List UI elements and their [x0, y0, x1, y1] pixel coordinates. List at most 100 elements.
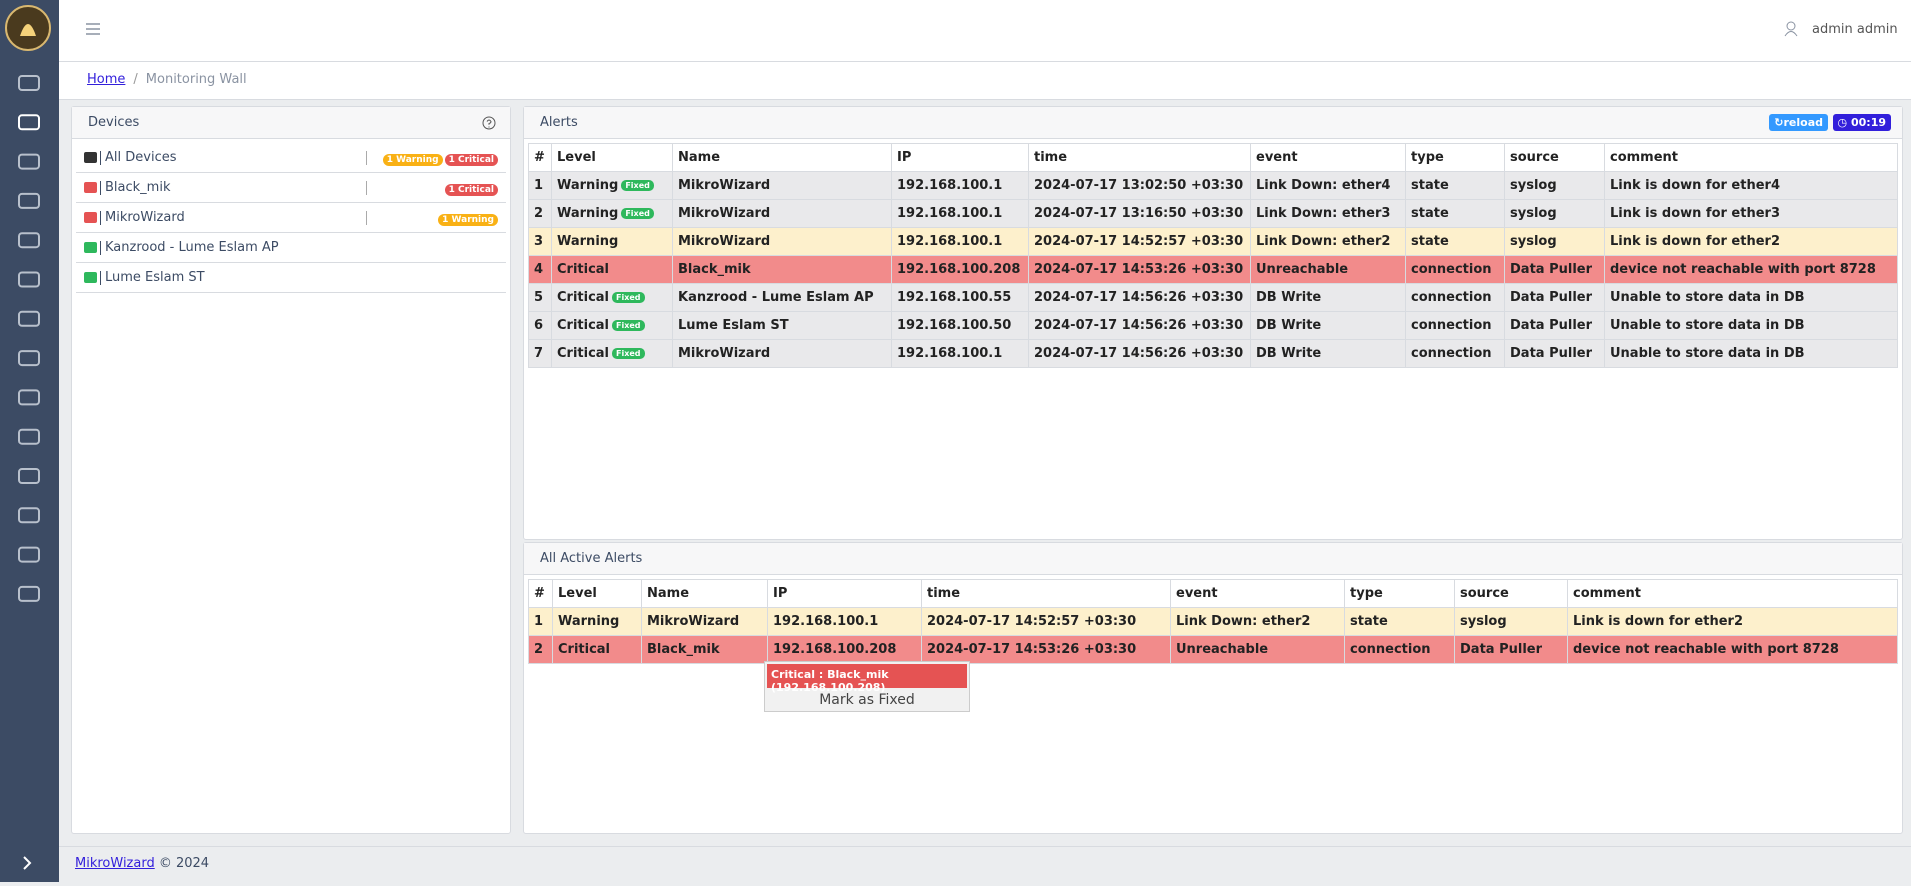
alert-cell: 192.168.100.1: [891, 171, 1029, 200]
cell-text: Unreachable: [1176, 642, 1269, 657]
cell-text: syslog: [1510, 206, 1557, 221]
help-icon[interactable]: [482, 116, 496, 130]
device-row[interactable]: Lume Eslam ST: [76, 263, 506, 293]
cell-text: Black_mik: [647, 642, 720, 657]
nav-icon[interactable]: [18, 192, 40, 209]
device-icon: [84, 242, 97, 253]
cell-text: Warning: [557, 234, 619, 249]
nav-icon[interactable]: [18, 428, 40, 445]
separator: [366, 211, 367, 225]
cell-text: 192.168.100.1: [897, 234, 1003, 249]
cell-text: connection: [1411, 318, 1492, 333]
alert-cell: Critical Fixed: [551, 339, 673, 368]
column-header: Level: [551, 143, 673, 172]
alert-cell: syslog: [1504, 199, 1605, 228]
cell-text: MikroWizard: [647, 614, 740, 629]
cell-text: 1: [534, 614, 544, 629]
cell-text: 2024-07-17 14:56:26 +03:30: [1034, 318, 1244, 333]
column-header: source: [1504, 143, 1605, 172]
cell-text: state: [1411, 178, 1449, 193]
menu-toggle[interactable]: [85, 22, 101, 36]
alert-cell: 2: [528, 635, 553, 664]
device-row[interactable]: MikroWizard 1 Warning: [76, 203, 506, 233]
column-header: source: [1454, 579, 1568, 608]
nav-icon[interactable]: [18, 75, 40, 91]
breadcrumb-home[interactable]: Home: [87, 72, 126, 87]
column-header: IP: [891, 143, 1029, 172]
cell-text: syslog: [1510, 178, 1557, 193]
alert-row[interactable]: 3 Warning MikroWizard 192.168.100.1 2024-07-…: [528, 227, 1898, 256]
cell-text: 2024-07-17 14:53:26 +03:30: [1034, 262, 1244, 277]
alert-cell: 192.168.100.208: [891, 255, 1029, 284]
cell-text: Critical: [558, 642, 611, 657]
alert-cell: Link Down: ether3: [1250, 199, 1406, 228]
top-bar: admin admin: [59, 0, 1911, 62]
alert-cell: Unable to store data in DB: [1604, 311, 1898, 340]
nav-icon[interactable]: [18, 585, 40, 602]
device-icon: [84, 182, 97, 193]
nav-icon[interactable]: [18, 310, 40, 327]
device-row[interactable]: All Devices 1 Warning 1 Critical: [76, 143, 506, 173]
alert-row[interactable]: 1 Warning MikroWizard 192.168.100.1 2024-07-…: [528, 607, 1898, 636]
timer-button[interactable]: ◷ 00:19: [1832, 114, 1891, 131]
nav-icon[interactable]: [18, 350, 40, 367]
cell-text: Unable to store data in DB: [1610, 346, 1805, 361]
alert-cell: syslog: [1504, 227, 1605, 256]
nav-icon[interactable]: [18, 389, 40, 406]
user-name[interactable]: admin admin: [1812, 22, 1898, 37]
sidebar-icons: [5, 5, 51, 870]
nav-icon[interactable]: [18, 114, 40, 131]
column-header: Level: [552, 579, 642, 608]
alert-cell: DB Write: [1250, 339, 1406, 368]
cell-text: state: [1411, 206, 1449, 221]
cell-text: 2024-07-17 13:02:50 +03:30: [1034, 178, 1244, 193]
alert-cell: Black_mik: [641, 635, 768, 664]
cell-text: 192.168.100.50: [897, 318, 1012, 333]
device-name: Kanzrood - Lume Eslam AP: [100, 240, 279, 255]
alerts-card: Alerts ↻reload ◷ 00:19 # Level Name IP time e…: [523, 106, 1903, 540]
header-row: # Level Name IP time event type source comment: [528, 143, 1898, 172]
cell-text: Link Down: ether4: [1256, 178, 1391, 193]
nav-icon[interactable]: [18, 546, 40, 563]
cell-text: DB Write: [1256, 290, 1322, 305]
cell-text: 192.168.100.208: [897, 262, 1021, 277]
cell-text: Data Puller: [1510, 290, 1592, 305]
device-row[interactable]: Kanzrood - Lume Eslam AP: [76, 233, 506, 263]
alert-row[interactable]: 1 Warning Fixed MikroWizard 192.168.100.1 202…: [528, 171, 1898, 200]
alert-cell: 192.168.100.1: [891, 199, 1029, 228]
mark-fixed-action[interactable]: Mark as Fixed: [819, 692, 915, 708]
alert-cell: MikroWizard: [672, 339, 892, 368]
cell-text: Data Puller: [1510, 318, 1592, 333]
nav-icon[interactable]: [18, 468, 40, 484]
alert-row[interactable]: 5 Critical Fixed Kanzrood - Lume Eslam AP 19…: [528, 283, 1898, 312]
device-row[interactable]: Black_mik 1 Critical: [76, 173, 506, 203]
separator: [366, 151, 367, 165]
alert-row[interactable]: 4 Critical Black_mik 192.168.100.208 2024-07…: [528, 255, 1898, 284]
cell-text: MikroWizard: [678, 206, 771, 221]
alert-cell: Unreachable: [1170, 635, 1345, 664]
alert-cell: MikroWizard: [641, 607, 768, 636]
column-header: type: [1344, 579, 1455, 608]
cell-text: Data Puller: [1460, 642, 1542, 657]
nav-icon[interactable]: [18, 153, 40, 170]
footer-link[interactable]: MikroWizard: [75, 856, 155, 871]
alert-row[interactable]: 7 Critical Fixed MikroWizard 192.168.100.1 20…: [528, 339, 1898, 368]
alert-row[interactable]: 6 Critical Fixed Lume Eslam ST 192.168.100.5…: [528, 311, 1898, 340]
cell-text: 1: [534, 178, 544, 193]
alert-cell: 192.168.100.1: [767, 607, 922, 636]
context-menu: Critical : Black_mik (192.168.100.208) M…: [764, 661, 970, 712]
active-alerts-header: All Active Alerts: [524, 543, 1902, 575]
user-icon: [1784, 21, 1798, 37]
alert-cell: Warning Fixed: [551, 199, 673, 228]
alert-row[interactable]: 2 Warning Fixed MikroWizard 192.168.100.1 202…: [528, 199, 1898, 228]
nav-icon[interactable]: [18, 271, 40, 288]
alert-row[interactable]: 2 Critical Black_mik 192.168.100.208 2024-07…: [528, 635, 1898, 664]
alert-cell: connection: [1405, 339, 1505, 368]
nav-icon[interactable]: [18, 232, 40, 249]
cell-text: 192.168.100.208: [773, 642, 897, 657]
reload-button[interactable]: ↻reload: [1769, 114, 1828, 131]
alert-cell: Link is down for ether4: [1604, 171, 1898, 200]
nav-icon[interactable]: [18, 507, 40, 524]
alert-cell: 192.168.100.1: [891, 339, 1029, 368]
status-badge: 1 Warning: [438, 214, 498, 226]
